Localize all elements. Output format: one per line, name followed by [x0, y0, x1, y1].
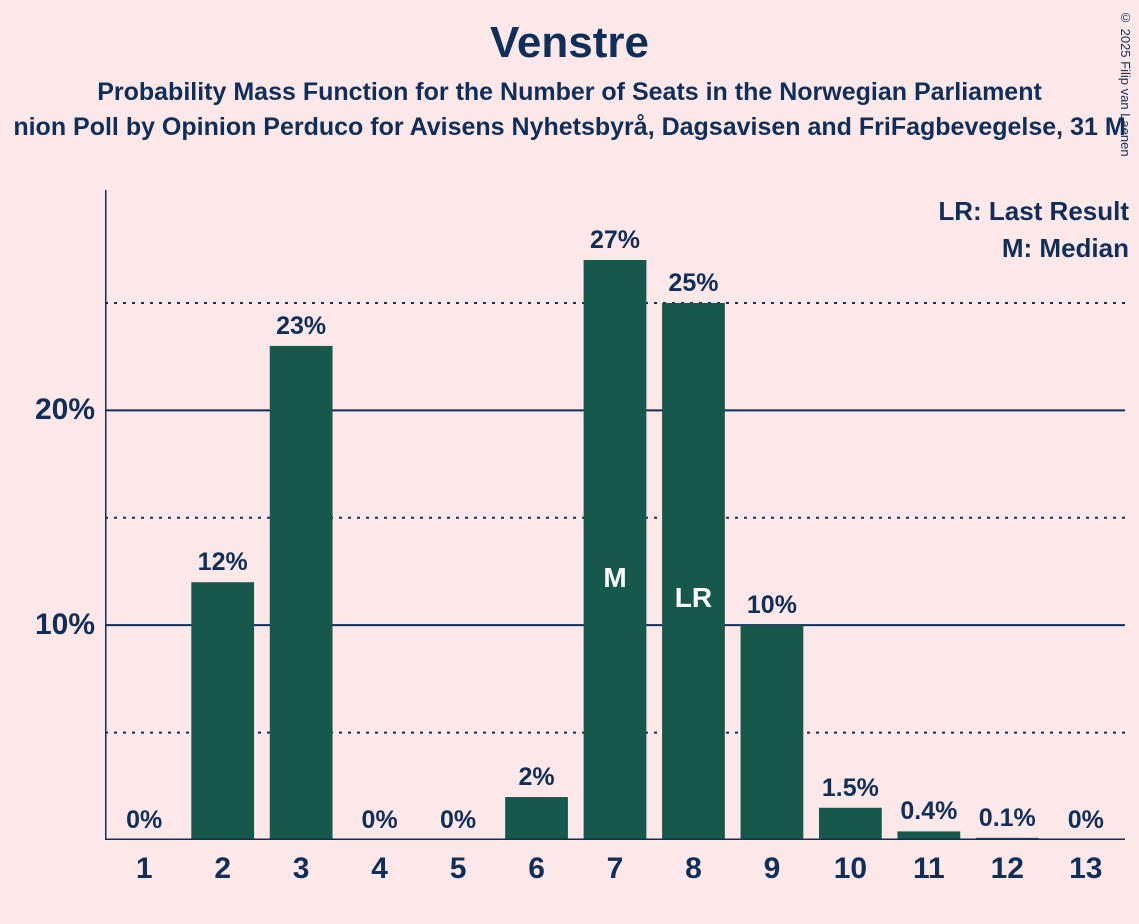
plot-svg — [105, 190, 1125, 840]
bar — [741, 625, 804, 840]
chart-title: Venstre — [0, 18, 1139, 68]
median-marker: M — [603, 562, 626, 594]
x-tick-label: 8 — [685, 852, 702, 886]
bar-value-label: 2% — [518, 763, 554, 792]
bar — [662, 303, 725, 840]
bar-value-label: 0% — [440, 806, 476, 835]
bar-value-label: 12% — [198, 548, 248, 577]
bar — [270, 346, 333, 840]
bar-value-label: 25% — [668, 269, 718, 298]
x-tick-label: 4 — [371, 852, 388, 886]
bar-value-label: 23% — [276, 312, 326, 341]
title-block: Venstre Probability Mass Function for th… — [0, 0, 1139, 142]
bar-value-label: 0% — [362, 806, 398, 835]
chart-area: 123456789101112130%12%23%0%0%2%27%25%10%… — [105, 190, 1125, 840]
x-tick-label: 10 — [834, 852, 867, 886]
copyright-text: © 2025 Filip van Laenen — [1118, 10, 1133, 157]
bar-value-label: 0.4% — [900, 797, 957, 826]
bar-value-label: 0% — [1068, 806, 1104, 835]
bar-value-label: 10% — [747, 591, 797, 620]
x-tick-label: 7 — [607, 852, 624, 886]
last-result-marker: LR — [675, 582, 712, 614]
bar-value-label: 0.1% — [979, 804, 1036, 833]
y-tick-label: 10% — [35, 608, 95, 642]
x-tick-label: 11 — [913, 852, 945, 886]
x-tick-label: 13 — [1069, 852, 1102, 886]
bar — [191, 582, 254, 840]
bar — [584, 260, 647, 840]
x-tick-label: 5 — [450, 852, 467, 886]
bar-value-label: 27% — [590, 226, 640, 255]
x-tick-label: 12 — [991, 852, 1024, 886]
x-tick-label: 3 — [293, 852, 310, 886]
x-tick-label: 9 — [764, 852, 781, 886]
bar — [819, 808, 882, 840]
bar-value-label: 0% — [126, 806, 162, 835]
bar-value-label: 1.5% — [822, 774, 879, 803]
x-tick-label: 6 — [528, 852, 545, 886]
chart-subtitle-2: nion Poll by Opinion Perduco for Avisens… — [0, 113, 1139, 142]
bar — [505, 797, 568, 840]
x-tick-label: 2 — [214, 852, 231, 886]
x-tick-label: 1 — [136, 852, 153, 886]
chart-subtitle-1: Probability Mass Function for the Number… — [0, 78, 1139, 107]
y-tick-label: 20% — [35, 393, 95, 427]
